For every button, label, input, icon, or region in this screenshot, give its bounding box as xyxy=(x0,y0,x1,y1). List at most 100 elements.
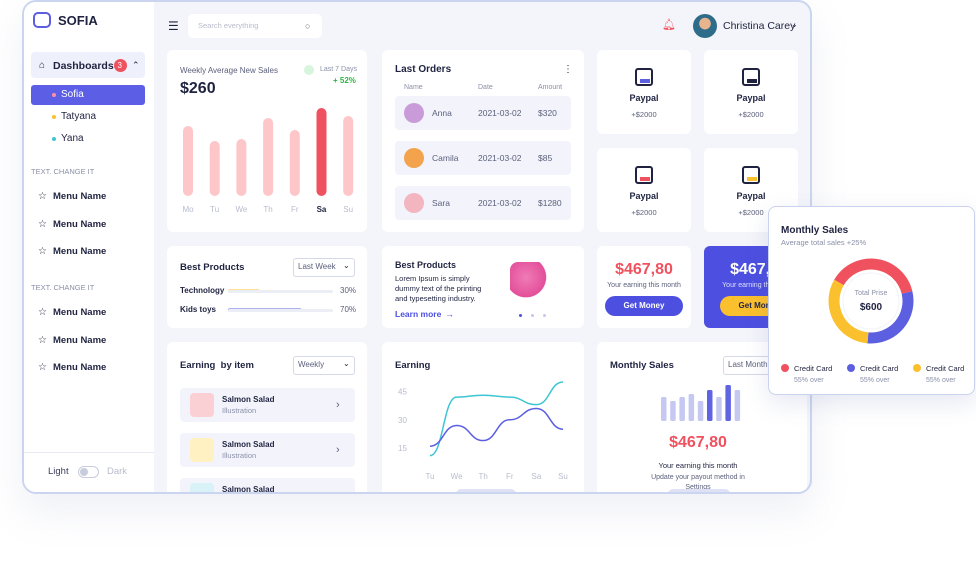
popup-title: Monthly Sales xyxy=(781,225,849,236)
menu-item[interactable]: Menu Name xyxy=(53,334,107,346)
column-header: Amount xyxy=(538,84,563,91)
order-avatar xyxy=(404,148,424,168)
item-icon xyxy=(190,393,214,417)
weekly-value: $260 xyxy=(180,80,216,97)
item-row[interactable] xyxy=(180,478,355,492)
payment-card xyxy=(597,148,691,232)
filter-label[interactable]: Weekly xyxy=(298,360,325,369)
progress-track xyxy=(228,308,333,312)
payment-icon xyxy=(742,68,760,86)
promo-text: Lorem Ipsum is simply dummy text of the … xyxy=(395,274,482,303)
filter-chevron: ⌄ xyxy=(343,359,350,368)
bar xyxy=(236,139,247,196)
earning-button-stub xyxy=(456,489,516,492)
menu-item[interactable]: Menu Name xyxy=(53,246,107,257)
bar xyxy=(316,108,327,196)
user-name[interactable]: Christina Carey xyxy=(723,20,796,32)
column-header: Name xyxy=(404,84,423,91)
user-chevron: ⌄ xyxy=(791,20,798,29)
y-tick-label: 15 xyxy=(398,444,407,453)
sidebar-divider xyxy=(24,452,154,453)
dashboard-item[interactable]: Sofia xyxy=(61,89,84,100)
best-products-title: Best Products xyxy=(180,262,245,273)
payment-icon xyxy=(742,166,760,184)
bar xyxy=(707,390,713,421)
popup-subtitle: Average total sales +25% xyxy=(781,238,867,247)
donut-segment xyxy=(828,279,869,344)
best-products-filter[interactable] xyxy=(293,258,355,277)
donut-inner xyxy=(842,272,900,330)
bar xyxy=(697,401,704,421)
search-box[interactable] xyxy=(188,14,322,38)
menu-item[interactable]: Menu Name xyxy=(53,362,107,373)
filter-label[interactable]: Last Week xyxy=(298,262,336,271)
filter-label[interactable]: Last Month xyxy=(728,360,768,369)
settings-button[interactable] xyxy=(668,489,730,492)
x-tick-label: Tu xyxy=(425,472,434,481)
x-tick-label: Su xyxy=(558,472,568,481)
dashboard-item[interactable]: Yana xyxy=(61,133,84,144)
arrow: → xyxy=(445,309,454,319)
x-tick-label: We xyxy=(451,472,463,481)
bar xyxy=(661,397,667,421)
order-avatar xyxy=(404,103,424,123)
light-label: Light xyxy=(48,466,69,477)
dark-label: Dark xyxy=(107,466,128,477)
star-icon: ☆ xyxy=(38,307,47,318)
menu-item[interactable]: Menu Name xyxy=(53,218,107,230)
earning-value: $467,80 xyxy=(615,261,673,278)
promo-link[interactable]: Learn more xyxy=(395,309,442,319)
badge xyxy=(114,59,127,72)
order-row xyxy=(395,96,571,130)
bar xyxy=(343,116,354,196)
day-label: We xyxy=(235,205,247,214)
menu-item[interactable]: Menu Name xyxy=(53,191,107,202)
order-cell: 2021-03-02 xyxy=(478,198,522,208)
weekly-title: Weekly Average New Sales xyxy=(180,66,278,75)
x-tick-label: Sa xyxy=(532,472,542,481)
legend-name: Credit Card xyxy=(794,364,832,373)
order-cell: Camila xyxy=(432,153,459,163)
item-dot xyxy=(52,137,56,141)
button-label[interactable]: Get Money xyxy=(623,301,665,310)
x-tick-label: Th xyxy=(479,472,488,481)
product-percent: 30% xyxy=(340,286,357,295)
order-cell: $1280 xyxy=(538,198,562,208)
progress-track xyxy=(228,289,333,293)
donut-center-value: $600 xyxy=(860,302,883,313)
menu-item[interactable]: Menu Name xyxy=(53,307,107,318)
best-products-card xyxy=(167,246,367,328)
toggle-knob xyxy=(80,468,88,476)
promo-card xyxy=(382,246,584,328)
bar xyxy=(725,385,731,421)
menu-icon: ☰ xyxy=(168,19,179,33)
month-filter[interactable] xyxy=(723,356,810,375)
filter-chevron: ⌄ xyxy=(343,261,350,270)
order-cell: $320 xyxy=(538,108,557,118)
active-item[interactable] xyxy=(31,85,145,105)
product-percent: 70% xyxy=(340,305,357,314)
star-icon: ☆ xyxy=(38,218,47,230)
item-chevron: › xyxy=(336,444,340,456)
product-name: Technology xyxy=(180,286,225,295)
weekly-period: Last 7 Days xyxy=(320,66,357,73)
earning-title: Earning xyxy=(395,360,431,371)
dashboards-label[interactable]: Dashboards xyxy=(53,60,114,72)
weekly-filter[interactable] xyxy=(293,356,355,375)
trend-icon xyxy=(304,65,314,75)
monthly-sub: Update your payout method in Settings xyxy=(651,474,745,491)
day-label: Su xyxy=(343,205,353,214)
payment-amount: +$2000 xyxy=(738,208,764,217)
more-icon: ⋮ xyxy=(563,64,573,75)
y-tick-label: 45 xyxy=(398,387,407,396)
order-cell: $85 xyxy=(538,153,553,163)
earning-chart-card xyxy=(382,342,584,492)
chart-layer: Mo Tu We Th Fr Sa Su 45 30 15 Tu We Th Fr Sa Su xyxy=(182,108,741,481)
avatar xyxy=(693,14,717,38)
star-icon: ☆ xyxy=(38,362,47,373)
weekly-change: + 52% xyxy=(333,76,356,85)
get-money-button[interactable] xyxy=(605,296,683,316)
dashboard-item[interactable]: Tatyana xyxy=(61,111,97,122)
theme-toggle[interactable] xyxy=(78,466,99,478)
button-label[interactable]: Get Money xyxy=(738,301,780,310)
